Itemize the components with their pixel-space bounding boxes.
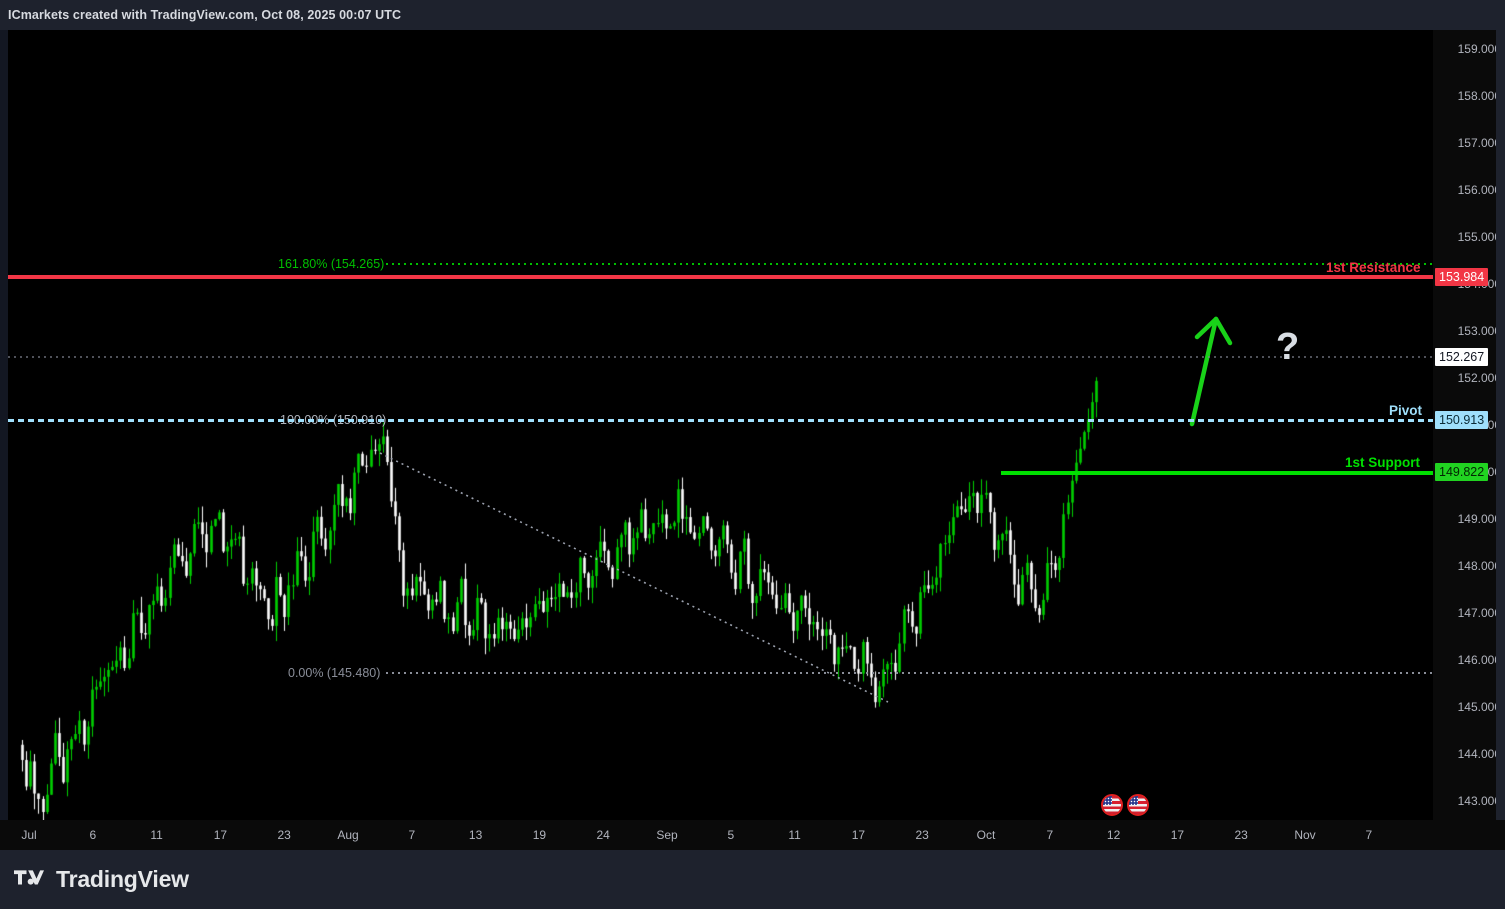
price-tick: 147.000 — [1457, 606, 1501, 621]
fib-0-line — [386, 672, 1433, 674]
time-tick: 23 — [277, 828, 291, 842]
us-economic-event-icon-2[interactable] — [1127, 794, 1149, 816]
time-tick: 7 — [408, 828, 416, 842]
pivot-line — [8, 419, 1433, 422]
time-tick: 6 — [89, 828, 97, 842]
time-tick: Sep — [656, 828, 678, 842]
time-tick: Jul — [21, 828, 37, 842]
price-tick: 155.000 — [1457, 229, 1501, 244]
price-tick: 143.000 — [1457, 794, 1501, 809]
time-tick: 24 — [596, 828, 610, 842]
price-tick: 157.000 — [1457, 135, 1501, 150]
time-tick: 23 — [1234, 828, 1248, 842]
time-tick: 17 — [1170, 828, 1185, 842]
us-economic-event-icon-1[interactable] — [1101, 794, 1123, 816]
resistance-line — [8, 275, 1433, 279]
price-tick: 152.000 — [1457, 370, 1501, 385]
resistance-label: 1st Resistance — [1326, 260, 1421, 275]
price-tick: 156.000 — [1457, 182, 1501, 197]
candlestick-series — [8, 30, 1433, 820]
chart-footer: TradingView — [0, 850, 1505, 909]
support-line — [1001, 471, 1433, 475]
time-axis[interactable]: Jul 6 11 17 23 Aug 7 13 19 24 Sep 5 11 17 23 Oct 7 12 17 23… — [0, 820, 1505, 850]
price-tick: 144.000 — [1457, 747, 1501, 762]
price-tick: 146.000 — [1457, 653, 1501, 668]
tradingview-logo-icon — [14, 870, 44, 885]
time-tick: 17 — [213, 828, 228, 842]
time-tick: 17 — [851, 828, 866, 842]
time-tick: 13 — [468, 828, 483, 842]
fib-0-label: 0.00% (145.480) — [288, 666, 381, 680]
last-price-tag: 152.267 — [1435, 348, 1489, 366]
price-tick: 145.000 — [1457, 700, 1501, 715]
chart-plot-area[interactable]: 161.80% (154.265) 1st Resistance 100.00%… — [8, 30, 1433, 820]
chart-header: ICmarkets created with TradingView.com, … — [0, 0, 1505, 30]
price-tick: 159.000 — [1457, 41, 1501, 56]
time-tick: 11 — [150, 828, 163, 842]
pivot-label: Pivot — [1389, 403, 1423, 418]
time-tick: 11 — [788, 828, 801, 842]
time-tick: Nov — [1294, 828, 1316, 842]
chart-title: ICmarkets created with TradingView.com, … — [8, 8, 402, 22]
time-tick: Aug — [337, 828, 359, 842]
time-tick: 19 — [532, 828, 547, 842]
fib-161-label: 161.80% (154.265) — [278, 257, 385, 271]
fib-161-line — [386, 263, 1433, 265]
pivot-price-tag: 150.913 — [1435, 411, 1489, 429]
left-gutter — [0, 30, 8, 850]
time-tick: 12 — [1106, 828, 1121, 842]
time-tick: Oct — [976, 828, 996, 842]
question-mark-annotation: ? — [1276, 326, 1300, 368]
support-label: 1st Support — [1345, 455, 1421, 470]
support-price-tag: 149.822 — [1435, 463, 1489, 481]
time-tick: 5 — [727, 828, 735, 842]
time-tick: 23 — [915, 828, 929, 842]
time-tick: 7 — [1365, 828, 1373, 842]
time-tick: 7 — [1046, 828, 1054, 842]
price-tick: 153.000 — [1457, 323, 1501, 338]
price-tick: 149.000 — [1457, 512, 1501, 527]
tradingview-brand-text: TradingView — [56, 866, 189, 892]
right-edge-gutter — [1496, 0, 1505, 909]
resistance-price-tag: 153.984 — [1435, 268, 1489, 286]
price-tick: 158.000 — [1457, 88, 1501, 103]
price-tick: 148.000 — [1457, 559, 1501, 574]
